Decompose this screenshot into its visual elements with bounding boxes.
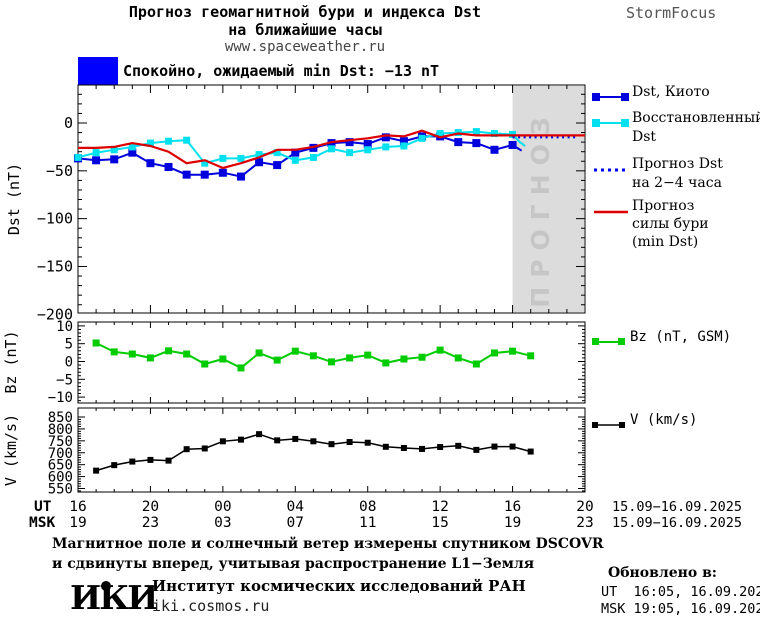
dst-panel: 0 −50 −100 −150 −200 — [37, 84, 586, 323]
svg-text:850: 850 — [48, 410, 73, 426]
iki-logo-text: ИКИ — [70, 578, 158, 617]
legend-forecast-line2: на 2−4 часа — [632, 175, 722, 191]
date-range-ut: 15.09−16.09.2025 — [612, 499, 742, 515]
svg-text:550: 550 — [48, 482, 73, 498]
v-axis-title: V (km/s) — [2, 414, 20, 486]
x-tick-msk-2: 03 — [214, 515, 231, 531]
legend-bz: Bz (nT, GSM) — [630, 329, 732, 345]
x-tick-msk-1: 23 — [142, 515, 159, 531]
svg-text:700: 700 — [48, 446, 73, 462]
institute-name: Институт космических исследований РАН — [152, 577, 526, 595]
x-tick-msk-6: 19 — [504, 515, 521, 531]
page-title: Прогноз геомагнитной бури и индекса Dst — [128, 3, 482, 21]
svg-text:5: 5 — [65, 337, 73, 353]
legend-dst-kyoto: Dst, Киото — [632, 84, 710, 100]
svg-text:−10: −10 — [48, 390, 73, 406]
svg-text:650: 650 — [48, 458, 73, 474]
date-range-msk: 15.09−16.09.2025 — [612, 515, 742, 531]
legend-forecast-line1: Прогноз Dst — [632, 156, 723, 172]
svg-text:−200: −200 — [37, 305, 73, 323]
x-tick-msk-7: 23 — [576, 515, 593, 531]
series-restored — [74, 128, 526, 167]
v-legend-marker — [592, 415, 626, 434]
restored-legend-marker — [592, 113, 630, 132]
x-tick-msk-3: 07 — [287, 515, 304, 531]
x-tick-ut-3: 04 — [287, 499, 305, 515]
x-axis-msk-label: MSK — [29, 515, 55, 531]
storm-legend-marker — [592, 202, 630, 221]
dst-kyoto-legend-marker — [592, 87, 630, 106]
svg-text:−100: −100 — [37, 210, 73, 228]
x-tick-ut-6: 16 — [504, 499, 521, 515]
svg-text:750: 750 — [48, 434, 73, 450]
x-tick-ut-2: 00 — [214, 499, 231, 515]
chart-canvas: ПРОГНОЗ0−50−100−150−2001050−5−1085080075… — [2, 84, 742, 531]
x-tick-ut-7: 20 — [576, 499, 593, 515]
legend-storm-line3: (min Dst) — [632, 234, 699, 250]
svg-text:−150: −150 — [37, 257, 73, 275]
x-tick-msk-0: 19 — [69, 515, 86, 531]
status-text: Спокойно, ожидаемый min Dst: −13 nT — [123, 62, 440, 80]
updated-ut: UT 16:05, 16.09.2025 — [601, 584, 760, 600]
dst-axis-title: Dst (nT) — [5, 163, 23, 235]
svg-text:−50: −50 — [46, 162, 73, 180]
page-subtitle: на ближайшие часы — [228, 21, 382, 39]
x-tick-ut-0: 16 — [69, 499, 86, 515]
data-source-note-line2: и сдвинуты вперед, учитывая распростране… — [52, 556, 535, 572]
iki-logo-dot-icon — [101, 581, 111, 591]
series-dst_kyoto — [74, 132, 523, 181]
storm-level-swatch — [78, 57, 118, 85]
updated-label: Обновлено в: — [608, 565, 717, 581]
legend-v: V (km/s) — [630, 412, 698, 428]
x-tick-ut-1: 20 — [142, 499, 159, 515]
bz-axis-title: Bz (nT) — [2, 330, 20, 393]
svg-text:0: 0 — [65, 355, 73, 371]
series-storm — [78, 129, 585, 170]
svg-text:−5: −5 — [56, 372, 73, 388]
svg-text:800: 800 — [48, 422, 73, 438]
legend-restored-line2: Dst — [632, 129, 657, 145]
series-v — [93, 431, 534, 474]
brand-label: StormFocus — [626, 4, 717, 22]
bz-panel: 10 5 0−5 −10 — [48, 319, 586, 406]
x-axis-ut-label: UT — [34, 499, 52, 515]
x-tick-ut-5: 12 — [431, 499, 448, 515]
svg-text:600: 600 — [48, 470, 73, 486]
website-link[interactable]: www.spaceweather.ru — [224, 39, 386, 55]
series-bz — [92, 339, 535, 372]
legend-storm-line2: силы бури — [632, 216, 709, 232]
updated-msk: MSK 19:05, 16.09.2025 — [601, 601, 760, 617]
svg-text:10: 10 — [56, 319, 73, 335]
x-tick-msk-5: 15 — [431, 515, 448, 531]
institute-site-link[interactable]: iki.cosmos.ru — [152, 597, 270, 615]
legend-storm-line1: Прогноз — [632, 198, 695, 214]
bz-legend-marker — [592, 332, 626, 351]
x-tick-ut-4: 08 — [359, 499, 376, 515]
legend-restored-line1: Восстановленный — [632, 110, 760, 126]
forecast-legend-marker — [592, 160, 630, 179]
forecast-band-label: ПРОГНОЗ — [526, 108, 555, 307]
data-source-note-line1: Магнитное поле и солнечный ветер измерен… — [52, 536, 604, 552]
x-tick-msk-4: 11 — [359, 515, 376, 531]
iki-logo: ИКИ — [70, 578, 158, 617]
svg-text:0: 0 — [64, 114, 73, 132]
